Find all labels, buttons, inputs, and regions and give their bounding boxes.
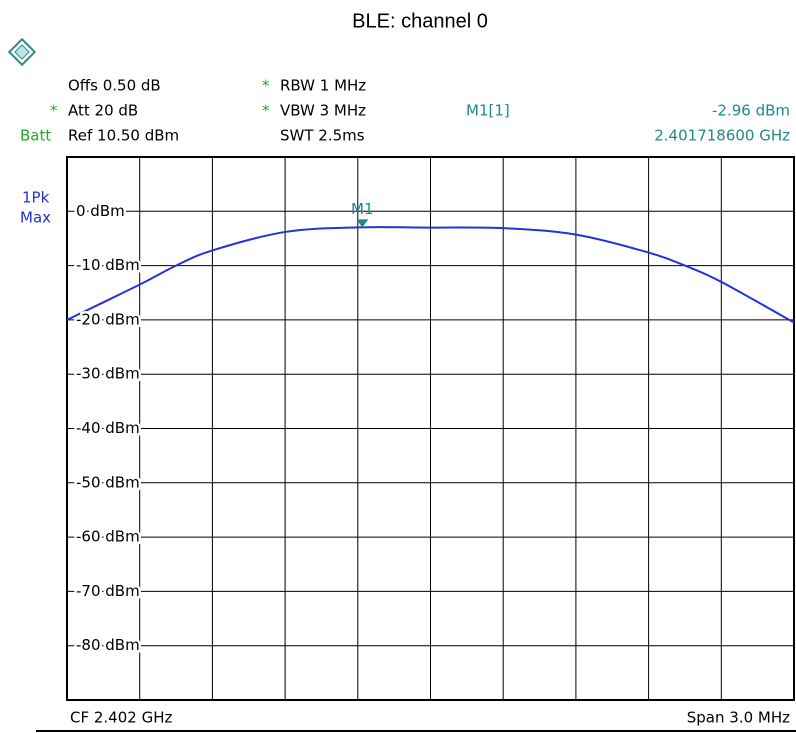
y-tick-label: 0 dBm	[76, 202, 125, 220]
y-tick-label: -80 dBm	[76, 636, 140, 654]
rbw: RBW 1 MHz	[280, 77, 366, 95]
trace-mode: 1Pk	[22, 189, 50, 207]
offset: Offs 0.50 dB	[68, 77, 161, 95]
y-tick-label: -10 dBm	[76, 256, 140, 274]
reference: Ref 10.50 dBm	[68, 127, 179, 145]
marker	[356, 219, 369, 228]
span: Span 3.0 MHz	[687, 709, 790, 727]
y-tick-label: -60 dBm	[76, 528, 140, 546]
marker-readout-name: M1[1]	[466, 102, 510, 120]
star: *	[262, 102, 270, 120]
star: *	[50, 102, 58, 120]
chart-title: BLE: channel 0	[352, 10, 488, 32]
y-tick-label: -50 dBm	[76, 473, 140, 491]
plot-border	[66, 156, 795, 701]
center-frequency: CF 2.402 GHz	[70, 709, 172, 727]
vbw: VBW 3 MHz	[280, 102, 366, 120]
y-tick-label: -40 dBm	[76, 419, 140, 437]
star: *	[262, 77, 270, 95]
logo	[7, 37, 37, 67]
y-tick-label: -20 dBm	[76, 310, 140, 328]
trace-mode: Max	[20, 209, 51, 227]
trace-line	[66, 226, 795, 324]
marker-readout-frequency: 2.401718600 GHz	[654, 127, 790, 145]
y-tick-label: -30 dBm	[76, 365, 140, 383]
marker-readout-level: -2.96 dBm	[712, 102, 790, 120]
battery: Batt	[20, 127, 51, 145]
marker-label: M1	[351, 200, 374, 218]
attenuation: Att 20 dB	[68, 102, 138, 120]
sweep-time: SWT 2.5ms	[280, 127, 365, 145]
y-tick-label: -70 dBm	[76, 582, 140, 600]
